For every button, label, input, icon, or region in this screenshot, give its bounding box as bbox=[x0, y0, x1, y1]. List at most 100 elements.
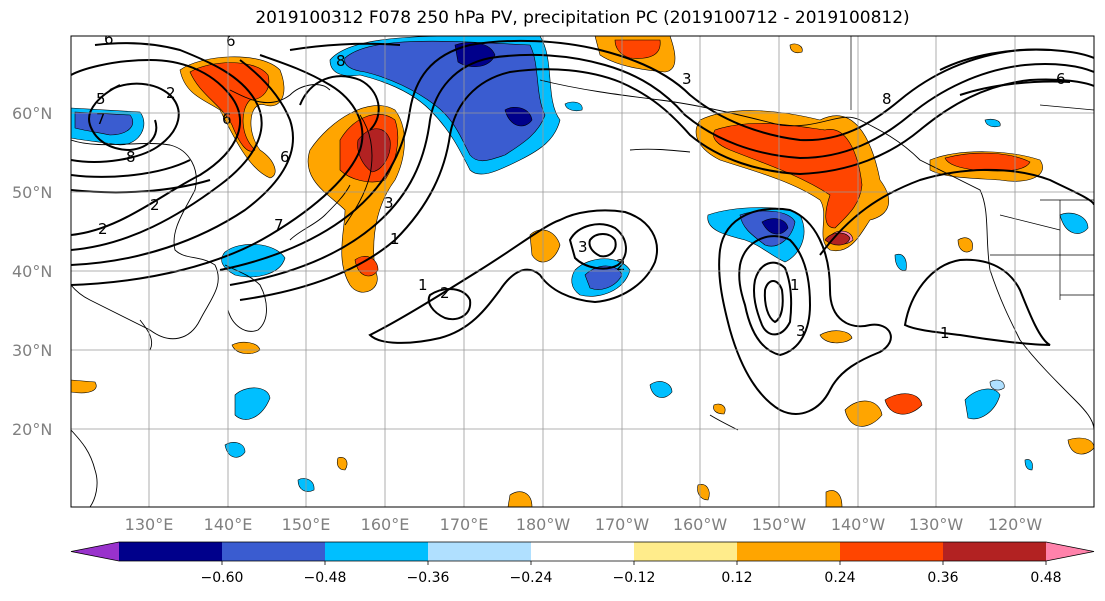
shade-red-6 bbox=[944, 152, 1031, 172]
colorbar-tick-label: 0.36 bbox=[927, 570, 958, 586]
longitude-labels: 130°E 140°E 150°E 160°E 170°E 180°W 170°… bbox=[125, 515, 1043, 534]
pv-contour-3 bbox=[71, 59, 294, 266]
pv-contour-6 bbox=[71, 82, 180, 163]
lon-label: 130°W bbox=[909, 515, 964, 534]
colorbar-tick-label: −0.24 bbox=[510, 570, 553, 586]
pv-contour-7 bbox=[71, 159, 191, 178]
shade-orange-10 bbox=[71, 379, 97, 394]
shade-cyan-12 bbox=[894, 253, 907, 271]
pv-contours bbox=[71, 39, 1094, 415]
colorbar-swatch bbox=[840, 542, 944, 561]
lat-label-20n: 20°N bbox=[12, 420, 52, 439]
shade-cyan-10 bbox=[964, 388, 1001, 420]
lon-label: 130°E bbox=[125, 515, 174, 534]
pv-contour-18 bbox=[718, 207, 892, 415]
pv-label: 3 bbox=[578, 238, 588, 256]
lon-label: 120°W bbox=[988, 515, 1043, 534]
colorbar-outline bbox=[70, 541, 1095, 562]
pv-contour-10 bbox=[229, 53, 1094, 286]
political-boundaries bbox=[850, 36, 1094, 300]
pv-label: 6 bbox=[104, 30, 114, 48]
shade-orange-15 bbox=[336, 457, 348, 471]
lon-label: 170°W bbox=[595, 515, 650, 534]
pv-contour-8 bbox=[71, 179, 211, 194]
lon-label: 170°E bbox=[440, 515, 489, 534]
colorbar-tick-label: 0.48 bbox=[1030, 570, 1061, 586]
shade-cyan-15 bbox=[1024, 459, 1033, 471]
shade-red-1 bbox=[189, 62, 270, 152]
lon-label: 150°W bbox=[752, 515, 807, 534]
pv-contour-21 bbox=[763, 280, 784, 324]
pv-label: 6 bbox=[280, 148, 290, 166]
pv-contour-15 bbox=[568, 223, 627, 270]
pv-contour-17 bbox=[427, 288, 472, 320]
shade-orange-8 bbox=[819, 330, 853, 344]
pv-contour-19 bbox=[738, 235, 812, 357]
pv-contour-16 bbox=[588, 233, 617, 258]
colorbar-swatch bbox=[119, 542, 223, 561]
shade-cyan-7 bbox=[224, 442, 246, 458]
colorbar-swatch bbox=[737, 542, 841, 561]
pv-contour-9 bbox=[219, 39, 1094, 271]
pv-contour-11 bbox=[239, 68, 1094, 301]
pv-label: 3 bbox=[682, 70, 692, 88]
map-title: 2019100312 F078 250 hPa PV, precipitatio… bbox=[255, 8, 910, 28]
shade-orange-11 bbox=[1067, 437, 1094, 455]
pv-label: 6 bbox=[1056, 70, 1066, 88]
lat-label-30n: 30°N bbox=[12, 341, 52, 360]
pv-label: 3 bbox=[796, 322, 806, 340]
colorbar-swatch bbox=[428, 542, 532, 561]
pv-label: 3 bbox=[384, 194, 394, 212]
pv-label: 7 bbox=[96, 110, 106, 128]
colorbar-swatch bbox=[325, 542, 429, 561]
shade-orange-16 bbox=[697, 484, 710, 501]
colorbar-swatch bbox=[531, 542, 635, 561]
shade-cyan-6 bbox=[234, 387, 271, 420]
pv-contour-5 bbox=[88, 84, 158, 152]
colorbar-tick-label: 0.12 bbox=[721, 570, 752, 586]
pv-label: 8 bbox=[126, 148, 136, 166]
pv-contour-22 bbox=[819, 168, 1094, 256]
lon-label: 140°W bbox=[831, 515, 886, 534]
map-frame bbox=[70, 35, 1095, 508]
lat-label-50n: 50°N bbox=[12, 183, 52, 202]
precip-shading bbox=[71, 36, 1094, 507]
shade-cyan-9 bbox=[649, 381, 673, 398]
colorbar-tick-label: −0.12 bbox=[613, 570, 656, 586]
lon-label: 160°E bbox=[361, 515, 410, 534]
pv-contour-14 bbox=[368, 209, 658, 344]
lon-label: 180°W bbox=[516, 515, 571, 534]
pv-label: 8 bbox=[336, 52, 346, 70]
shade-orange-7 bbox=[844, 400, 883, 427]
pv-label: 2 bbox=[440, 284, 450, 302]
colorbar-extend-low bbox=[71, 542, 119, 561]
pv-contour-2 bbox=[71, 42, 263, 251]
pv-contour-24 bbox=[939, 48, 1051, 71]
shade-cyan-13 bbox=[564, 101, 583, 112]
colorbar-tick-label: −0.36 bbox=[407, 570, 450, 586]
pv-label: 6 bbox=[226, 32, 236, 50]
lat-label-40n: 40°N bbox=[12, 262, 52, 281]
shade-orange-12 bbox=[507, 491, 533, 507]
pv-label: 5 bbox=[96, 90, 106, 108]
colorbar-swatch bbox=[943, 542, 1047, 561]
shade-navy-1 bbox=[454, 42, 496, 68]
shade-navy-3 bbox=[761, 218, 789, 235]
pv-contour-25 bbox=[959, 80, 1071, 96]
lon-label: 150°E bbox=[282, 515, 331, 534]
pv-label: 1 bbox=[390, 230, 400, 248]
pv-label: 1 bbox=[418, 276, 428, 294]
pv-contour-23 bbox=[903, 258, 1051, 346]
pv-contour-13 bbox=[299, 75, 380, 131]
colorbar-tick-label: −0.60 bbox=[201, 570, 244, 586]
pv-label: 6 bbox=[222, 110, 232, 128]
pv-label: 1 bbox=[790, 276, 800, 294]
colorbar-tick-label: 0.24 bbox=[824, 570, 855, 586]
colorbar-tick-label: −0.48 bbox=[304, 570, 347, 586]
gridlines bbox=[71, 36, 1094, 507]
lat-label-60n: 60°N bbox=[12, 104, 52, 123]
shade-brown-1 bbox=[357, 128, 391, 173]
shade-blue-1 bbox=[344, 40, 546, 162]
pv-label: 2 bbox=[166, 84, 176, 102]
colorbar-extend-high bbox=[1046, 542, 1094, 561]
